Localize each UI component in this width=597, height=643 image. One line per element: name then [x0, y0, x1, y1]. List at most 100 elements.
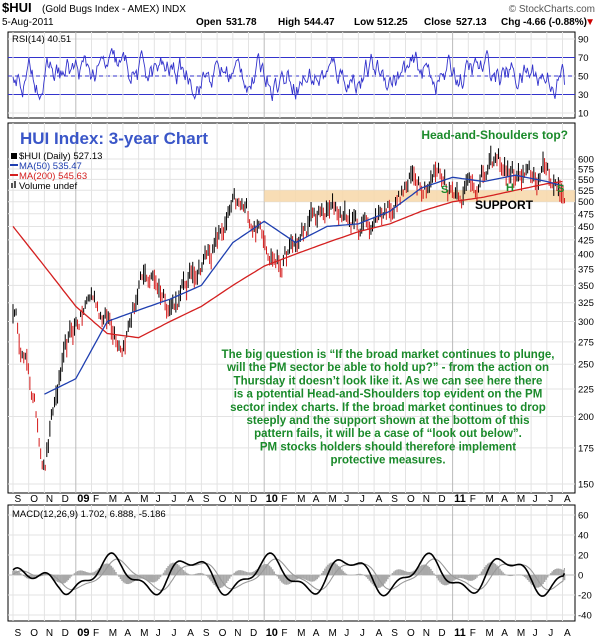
- month-label: D: [62, 628, 69, 639]
- macd-histogram-bar: [523, 575, 526, 577]
- macd-histogram-bar: [506, 575, 509, 576]
- month-label: A: [313, 628, 320, 639]
- ma200-line: [12, 180, 563, 339]
- rsi-panel: 90 70 50 30 10 RSI(14) 40.51: [7, 31, 589, 120]
- rsi-label: RSI(14) 40.51: [12, 34, 71, 45]
- macd-histogram-bar: [482, 569, 484, 575]
- macd-histogram-bar: [334, 563, 337, 575]
- macd-histogram-bar: [110, 565, 113, 575]
- macd-histogram-bar: [562, 569, 564, 575]
- macd-histogram-bar: [274, 573, 277, 575]
- macd-histogram-bar: [105, 563, 108, 575]
- month-label: J: [172, 494, 177, 505]
- macd-histogram-bar: [557, 568, 560, 575]
- macd-histogram-bar: [12, 570, 14, 575]
- macd-histogram-bar: [148, 575, 151, 582]
- macd-histogram-bar: [107, 563, 110, 575]
- price-tick-label: 200: [578, 412, 594, 423]
- macd-histogram-bar: [500, 570, 503, 575]
- macd-histogram-bar: [69, 575, 71, 579]
- macd-histogram-bar: [402, 570, 405, 575]
- macd-histogram-bar: [497, 566, 500, 575]
- macd-histogram-bar: [434, 575, 437, 576]
- symbol: $HUI: [2, 0, 32, 15]
- macd-signal-line: [12, 558, 566, 591]
- macd-histogram-bar: [299, 575, 302, 579]
- macd-histogram-bar: [450, 575, 452, 583]
- month-label: M: [297, 494, 305, 505]
- macd-label: MACD(12,26,9) 1.702, 6.888, -5.186: [12, 509, 166, 520]
- macd-line: [12, 552, 566, 597]
- macd-histogram-bar: [208, 575, 211, 580]
- macd-histogram-bar: [119, 575, 122, 580]
- macd-histogram-bar: [184, 571, 186, 575]
- macd-histogram-bar: [142, 575, 145, 579]
- macd-histogram-bar: [443, 575, 446, 586]
- macd-histogram-bar: [545, 575, 547, 580]
- macd-histogram-bar: [127, 575, 130, 585]
- macd-histogram-bar: [135, 575, 137, 581]
- macd-histogram-bar: [176, 564, 179, 575]
- commentary-line: The big question is “If the broad market…: [222, 349, 555, 361]
- macd-histogram-bar: [93, 571, 96, 575]
- macd-histogram-bar: [542, 575, 544, 585]
- rsi-line: [12, 48, 565, 101]
- index-name: (Gold Bugs Index - AMEX) INDX: [42, 4, 186, 15]
- down-arrow-icon: ▼: [585, 17, 595, 28]
- legend-item-volume: Volume undef: [11, 181, 77, 192]
- legend-item-ma50: MA(50) 535.47: [10, 161, 82, 172]
- month-label: O: [30, 628, 38, 639]
- macd-histogram-bar: [448, 575, 451, 585]
- high-label: High: [278, 17, 300, 28]
- macd-histogram-bar: [65, 575, 68, 582]
- macd-histogram-bar: [419, 566, 421, 575]
- macd-histogram-bar: [230, 575, 232, 577]
- macd-histogram-bar: [496, 565, 498, 575]
- macd-histogram-bar: [87, 572, 90, 575]
- macd-histogram-bar: [459, 575, 461, 579]
- macd-histogram-bar: [305, 575, 308, 581]
- month-label: J: [156, 494, 161, 505]
- macd-histogram-bar: [67, 575, 70, 581]
- macd-histogram-bar: [90, 572, 93, 575]
- month-label: S: [15, 494, 22, 505]
- macd-histogram-bar: [480, 571, 483, 575]
- month-label: N: [46, 628, 53, 639]
- month-label: A: [376, 494, 383, 505]
- price-tick-label: 175: [578, 443, 594, 454]
- macd-histogram-bar: [214, 575, 217, 587]
- macd-histogram-bar: [244, 571, 246, 575]
- macd-histogram-bar: [22, 575, 25, 577]
- macd-histogram-bar: [156, 575, 159, 581]
- macd-histogram-bar: [101, 565, 103, 575]
- price-tick-label: 425: [578, 235, 594, 246]
- macd-histogram-bar: [258, 567, 260, 575]
- macd-histogram-bar: [325, 566, 328, 575]
- macd-histogram-bar: [141, 575, 143, 579]
- macd-histogram-bar: [264, 564, 266, 575]
- macd-histogram-bar: [78, 570, 80, 575]
- macd-histogram-bar: [89, 572, 91, 575]
- rsi-tick-label: 30: [578, 90, 589, 101]
- low-label: Low: [354, 17, 374, 28]
- price-legend: $HUI (Daily) 527.13 MA(50) 535.47 MA(200…: [10, 151, 102, 192]
- macd-histogram-bar: [33, 575, 36, 578]
- macd-histogram-bar: [387, 575, 389, 580]
- macd-histogram-bar: [476, 575, 478, 578]
- macd-histogram-bar: [511, 575, 514, 576]
- macd-histogram-bar: [463, 575, 466, 580]
- month-label: O: [219, 628, 227, 639]
- macd-histogram-bar: [552, 570, 555, 575]
- macd-histogram-bar: [370, 575, 372, 583]
- macd-histogram-bar: [276, 575, 279, 577]
- support-label: SUPPORT: [475, 198, 534, 212]
- macd-histogram-bar: [534, 575, 537, 588]
- macd-histogram-bar: [59, 575, 62, 583]
- month-label: M: [297, 628, 305, 639]
- low-value: 512.25: [377, 17, 408, 28]
- macd-histogram-bar: [307, 575, 309, 581]
- macd-histogram-bar: [136, 575, 139, 580]
- month-label: F: [281, 628, 287, 639]
- macd-histogram-bar: [314, 575, 317, 581]
- macd-histogram-bar: [345, 573, 348, 575]
